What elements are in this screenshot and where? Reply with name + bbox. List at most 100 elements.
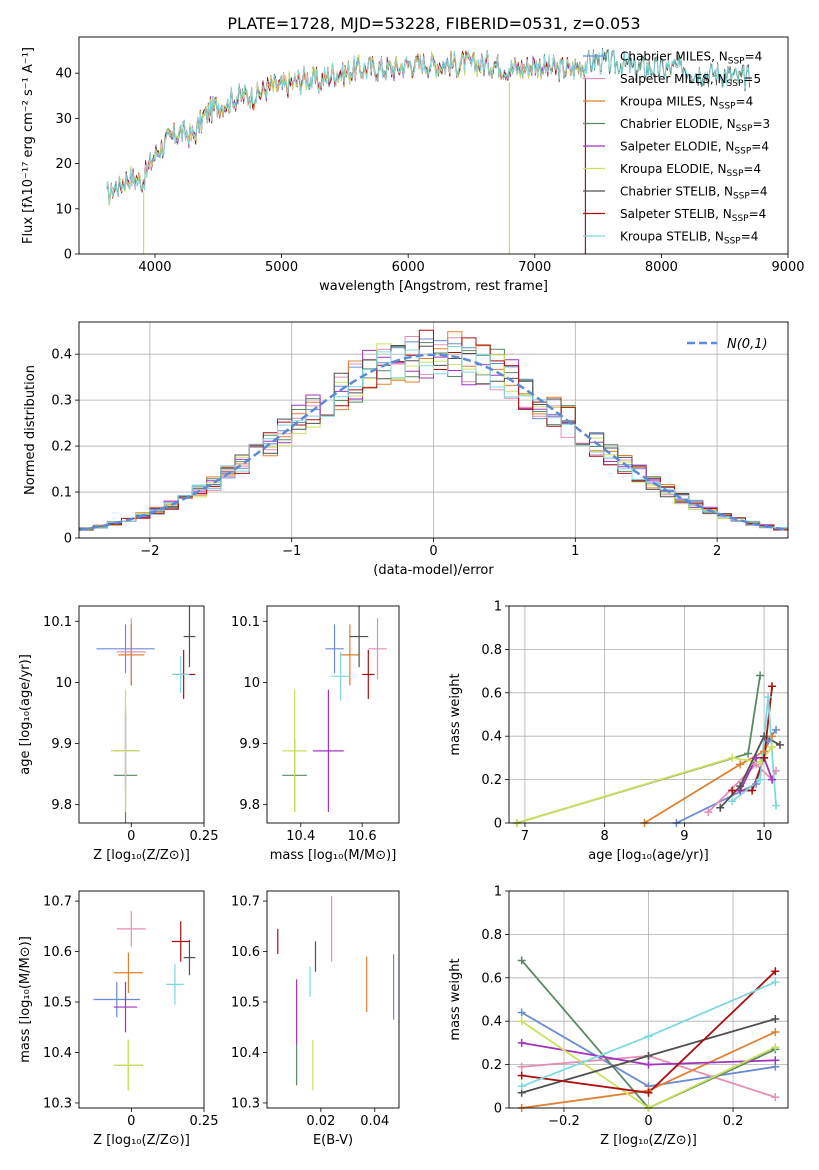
legend-value: =4 xyxy=(745,50,763,64)
legend-name: Chabrier STELIB, N xyxy=(620,185,733,199)
axes-frame xyxy=(508,890,789,1109)
x-axis-label: wavelength [Angstrom, rest frame] xyxy=(319,279,548,294)
weight-marker xyxy=(771,1056,780,1065)
weight-marker xyxy=(644,1051,653,1060)
weight-marker xyxy=(756,775,765,784)
plot-area-z-age xyxy=(96,606,196,823)
panel-mass-age: 10.4 10.6 9.8 9.9 10 10.1 mass [log₁₀(M/M⊙)] xyxy=(231,605,400,863)
legend-value: =4 xyxy=(741,230,759,244)
legend-name: Salpeter STELIB, N xyxy=(620,207,732,221)
y-tick-label: 10.3 xyxy=(231,1096,260,1111)
panel-z-weight: −0.2 0 0.2 0 0.2 0.4 0.6 0.8 1 Z [log₁₀(Z/Z⊙)] mas… xyxy=(448,885,789,1148)
x-axis-label: age [log₁₀(age/yr)] xyxy=(588,848,709,863)
plot-area-mass-age xyxy=(282,606,387,812)
weight-marker xyxy=(517,1082,526,1091)
legend-label: Salpeter MILES, NSSP=5 xyxy=(620,72,761,89)
y-tick-label: 10.3 xyxy=(43,1096,72,1111)
x-tick-label: 9 xyxy=(680,829,688,844)
legend-value: =5 xyxy=(743,72,761,86)
axes-frame xyxy=(78,890,205,1109)
legend-label: Salpeter STELIB, NSSP=4 xyxy=(620,207,766,224)
weight-marker xyxy=(768,775,777,784)
y-tick-label: 40 xyxy=(55,67,72,82)
y-tick-label: 20 xyxy=(55,157,72,172)
y-tick-label: 9.9 xyxy=(239,737,260,752)
weight-line-5 xyxy=(516,746,773,823)
axes-frame xyxy=(266,890,400,1109)
legend-label: Kroupa ELODIE, NSSP=4 xyxy=(620,162,761,179)
legend-name: Kroupa STELIB, N xyxy=(620,230,724,244)
plot-area-ebv-mass xyxy=(277,896,395,1091)
legend-value: =4 xyxy=(736,95,754,109)
legend-sub: SSP xyxy=(727,169,744,179)
y-axis-label: age [log₁₀(age/yr)] xyxy=(18,654,33,775)
legend-label: Salpeter ELODIE, NSSP=4 xyxy=(620,140,769,157)
plot-area-residuals xyxy=(79,322,788,538)
x-tick-label: −2 xyxy=(140,544,159,559)
legend-label: Chabrier ELODIE, NSSP=3 xyxy=(620,117,770,134)
y-tick-label: 10.6 xyxy=(231,945,260,960)
y-tick-label: 10.1 xyxy=(231,615,260,630)
weight-marker xyxy=(768,732,777,741)
weight-marker xyxy=(728,753,737,762)
legend-sub: SSP xyxy=(719,102,736,112)
y-tick-label: 10.7 xyxy=(231,895,260,910)
weight-marker xyxy=(760,753,769,762)
x-tick-label: 0.25 xyxy=(190,1114,219,1129)
panel-age-weight: 7 8 9 10 0 0.2 0.4 0.6 0.8 1 age [log₁₀(age/yr)] ma… xyxy=(448,600,789,863)
legend-name: Chabrier ELODIE, N xyxy=(620,117,736,131)
weight-marker xyxy=(772,725,781,734)
weight-marker xyxy=(776,740,785,749)
x-tick-label: 0.04 xyxy=(360,1114,389,1129)
axes-frame xyxy=(508,605,789,824)
x-axis-label: Z [log₁₀(Z/Z⊙)] xyxy=(93,848,190,863)
y-tick-label: 1 xyxy=(494,885,502,900)
legend-sub: SSP xyxy=(734,147,751,157)
weight-marker xyxy=(517,1071,526,1080)
x-tick-label: 7000 xyxy=(518,260,551,275)
legend-name: Salpeter ELODIE, N xyxy=(620,140,734,154)
weight-marker xyxy=(772,766,781,775)
x-tick-label: −1 xyxy=(282,544,301,559)
x-tick-label: 1 xyxy=(571,544,579,559)
gaussian-curve xyxy=(79,353,788,532)
weight-marker xyxy=(704,808,713,817)
weight-marker xyxy=(756,758,765,767)
x-axis-label: E(B-V) xyxy=(313,1133,353,1148)
y-tick-label: 10.6 xyxy=(43,945,72,960)
plot-area-z-weight xyxy=(509,891,788,1108)
y-tick-label: 0.8 xyxy=(481,643,502,658)
legend-name: Salpeter MILES, N xyxy=(620,72,727,86)
weight-marker xyxy=(764,736,773,745)
histogram-7 xyxy=(79,329,788,531)
weight-marker xyxy=(744,749,753,758)
legend-name: Kroupa MILES, N xyxy=(620,95,719,109)
x-tick-label: 8000 xyxy=(645,260,678,275)
x-tick-label: 0.25 xyxy=(190,829,219,844)
x-tick-label: 4000 xyxy=(138,260,171,275)
weight-marker xyxy=(768,743,777,752)
legend-value: =4 xyxy=(751,140,769,154)
legend-sub: SSP xyxy=(728,57,745,67)
legend-name: Chabrier MILES, N xyxy=(620,50,728,64)
y-tick-label: 9.8 xyxy=(51,798,72,813)
y-tick-label: 0.1 xyxy=(51,486,72,501)
plot-area-age-weight xyxy=(509,606,788,823)
weight-marker xyxy=(517,1017,526,1026)
y-tick-label: 0 xyxy=(494,1102,502,1117)
y-tick-label: 0 xyxy=(64,248,72,263)
x-tick-label: 0.02 xyxy=(306,1114,335,1129)
x-axis-label: mass [log₁₀(M/M⊙)] xyxy=(270,848,397,863)
legend-value: =4 xyxy=(749,207,767,221)
legend-label: Kroupa STELIB, NSSP=4 xyxy=(620,230,758,247)
y-tick-label: 10.4 xyxy=(43,1046,72,1061)
axes-frame xyxy=(78,36,789,255)
panel-spectrum: 4000 5000 6000 7000 8000 9000 0 10 20 30 40 wavelen… xyxy=(21,36,805,294)
weight-line-3 xyxy=(516,675,761,823)
y-axis-label: mass weight xyxy=(448,958,463,1040)
x-tick-label: 5000 xyxy=(265,260,298,275)
x-tick-label: 0 xyxy=(429,544,437,559)
legend-label: Kroupa MILES, NSSP=4 xyxy=(620,95,753,112)
weight-marker xyxy=(517,1008,526,1017)
